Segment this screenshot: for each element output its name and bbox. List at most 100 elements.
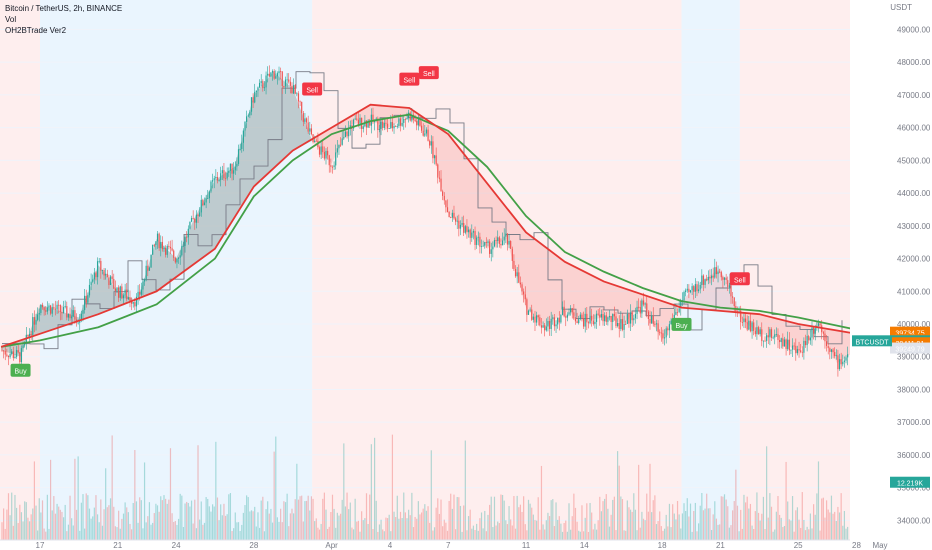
volume-bar	[634, 509, 637, 540]
volume-bar	[719, 524, 721, 540]
candle-body	[114, 288, 116, 291]
candle-body	[709, 277, 711, 279]
volume-bar	[780, 517, 782, 540]
candle-body	[634, 313, 637, 319]
time-tick-label: 14	[580, 541, 589, 550]
symbol-title[interactable]: Bitcoin / TetherUS, 2h, BINANCE	[5, 4, 123, 13]
volume-indicator-label[interactable]: Vol	[5, 15, 17, 24]
volume-bar	[466, 530, 468, 540]
candle-body	[780, 338, 782, 343]
buy-signal-badge-box	[671, 317, 692, 331]
volume-bar	[200, 501, 202, 540]
time-tick-label: 18	[658, 541, 667, 550]
candle-body	[213, 178, 215, 181]
sell-signal-badge[interactable]: Sell	[399, 72, 420, 86]
candle-body	[80, 313, 82, 321]
volume-bar	[748, 508, 750, 540]
volume-bar	[80, 502, 82, 540]
candle-body	[714, 267, 716, 278]
candle-body	[137, 291, 139, 297]
volume-bar	[75, 509, 78, 540]
volume-bar	[796, 507, 799, 540]
candle-body	[41, 304, 44, 308]
candle-body	[571, 308, 573, 313]
volume-bar	[93, 507, 95, 540]
volume-bar	[676, 500, 679, 540]
candle-body	[691, 286, 693, 291]
volume-bar	[594, 523, 596, 540]
volume-bar	[600, 511, 602, 540]
volume-bar	[476, 523, 478, 540]
volume-bar	[247, 497, 249, 540]
volume-bar	[725, 499, 727, 540]
candle-body	[779, 339, 781, 343]
volume-bar	[526, 530, 528, 540]
candle-body	[218, 180, 220, 181]
candle-body	[260, 81, 262, 83]
candle-body	[192, 218, 194, 219]
price-tick-label: 41000.00	[897, 287, 931, 296]
volume-bar	[215, 441, 217, 540]
candle-body	[704, 279, 706, 285]
volume-bar	[420, 512, 423, 540]
candle-body	[106, 273, 108, 278]
candle-body	[785, 339, 787, 349]
volume-bar	[625, 530, 627, 540]
candle-body	[155, 241, 157, 245]
candle-body	[280, 71, 282, 73]
currency-badge[interactable]: USDT	[890, 3, 912, 12]
candle-body	[7, 355, 10, 358]
volume-bar	[323, 492, 325, 540]
candle-body	[291, 85, 293, 94]
sell-signal-badge[interactable]: Sell	[302, 82, 323, 96]
sell-signal-badge[interactable]: Sell	[418, 66, 439, 80]
candle-body	[166, 246, 168, 255]
volume-bar	[829, 512, 831, 540]
volume-bar	[587, 531, 590, 540]
volume-bar	[767, 517, 769, 540]
volume-bar	[766, 446, 768, 540]
volume-bar	[430, 450, 432, 540]
candle-body	[40, 304, 42, 313]
volume-bar	[817, 461, 820, 540]
volume-bar	[212, 504, 214, 540]
candle-body	[203, 202, 206, 206]
indicator-label[interactable]: OH2BTrade Ver2	[5, 26, 67, 35]
volume-bar	[821, 498, 823, 540]
candle-body	[467, 229, 470, 233]
candle-body	[732, 296, 734, 298]
volume-bar	[847, 526, 849, 540]
buy-signal-badge[interactable]: Buy	[10, 363, 31, 377]
volume-bar	[698, 523, 700, 540]
candle-body	[503, 236, 505, 241]
candle-body	[830, 349, 833, 352]
volume-bar	[790, 520, 792, 540]
volume-bar	[66, 531, 68, 540]
volume-bar	[90, 518, 92, 540]
sell-signal-badge[interactable]: Sell	[729, 272, 750, 286]
candle-body	[817, 323, 820, 326]
volume-bar	[456, 497, 458, 540]
candle-body	[194, 218, 196, 223]
volume-bar	[532, 514, 534, 540]
candle-body	[484, 242, 486, 246]
candle-body	[346, 131, 348, 137]
candle-body	[770, 329, 773, 338]
volume-bar	[237, 522, 240, 540]
volume-bar	[88, 508, 91, 540]
volume-bar	[521, 511, 523, 540]
volume-bar	[171, 513, 173, 540]
volume-bar	[631, 511, 633, 540]
volume-bar	[220, 504, 222, 540]
candle-body	[485, 242, 487, 243]
buy-signal-badge[interactable]: Buy	[671, 317, 692, 331]
volume-bar	[602, 501, 604, 540]
volume-bar	[163, 495, 165, 540]
volume-bar	[443, 519, 445, 540]
candle-body	[177, 257, 180, 259]
candle-body	[670, 320, 672, 325]
candle-body	[641, 300, 643, 314]
fast-moving-average	[0, 103, 877, 348]
candle-body	[589, 315, 591, 324]
